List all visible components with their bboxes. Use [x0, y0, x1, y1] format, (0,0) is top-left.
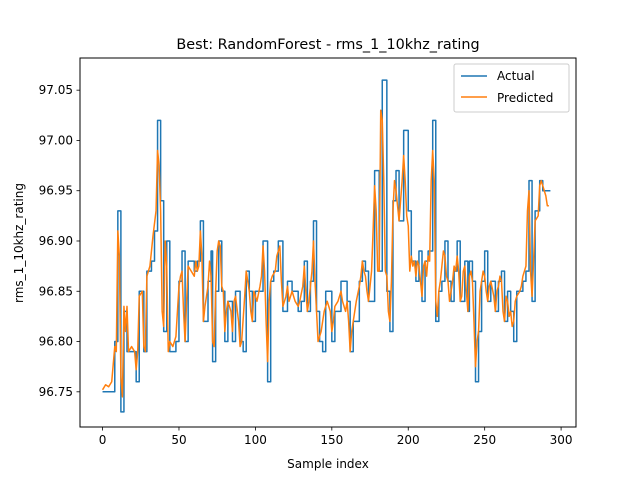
series-line-actual — [102, 79, 551, 413]
legend-actual-label: Actual — [497, 69, 535, 83]
x-axis-ticks: 0 50 100 150 200 250 300 — [99, 427, 573, 447]
x-tick-label: 300 — [550, 433, 573, 447]
y-axis-label: rms_1_10khz_rating — [12, 183, 26, 303]
series-line-predicted — [101, 109, 549, 398]
y-tick-label: 96.75 — [39, 385, 73, 399]
x-tick-label: 0 — [99, 433, 107, 447]
x-tick-label: 250 — [473, 433, 496, 447]
x-tick-label: 150 — [320, 433, 343, 447]
x-tick-label: 200 — [397, 433, 420, 447]
y-tick-label: 96.95 — [39, 184, 73, 198]
x-axis-label: Sample index — [287, 457, 369, 471]
x-tick-label: 50 — [171, 433, 186, 447]
y-tick-label: 96.85 — [39, 284, 73, 298]
legend-predicted-label: Predicted — [497, 91, 553, 105]
legend: Actual Predicted — [453, 63, 570, 113]
y-tick-label: 97.00 — [39, 133, 73, 147]
x-tick-label: 100 — [244, 433, 267, 447]
plot-area — [101, 79, 551, 413]
y-axis-ticks: 96.75 96.80 96.85 96.90 96.95 97.00 97.05 — [39, 83, 80, 399]
y-tick-label: 96.80 — [39, 335, 73, 349]
y-tick-label: 97.05 — [39, 83, 73, 97]
y-tick-label: 96.90 — [39, 234, 73, 248]
plot-frame — [79, 57, 577, 428]
chart-title: Best: RandomForest - rms_1_10khz_rating — [176, 37, 479, 53]
